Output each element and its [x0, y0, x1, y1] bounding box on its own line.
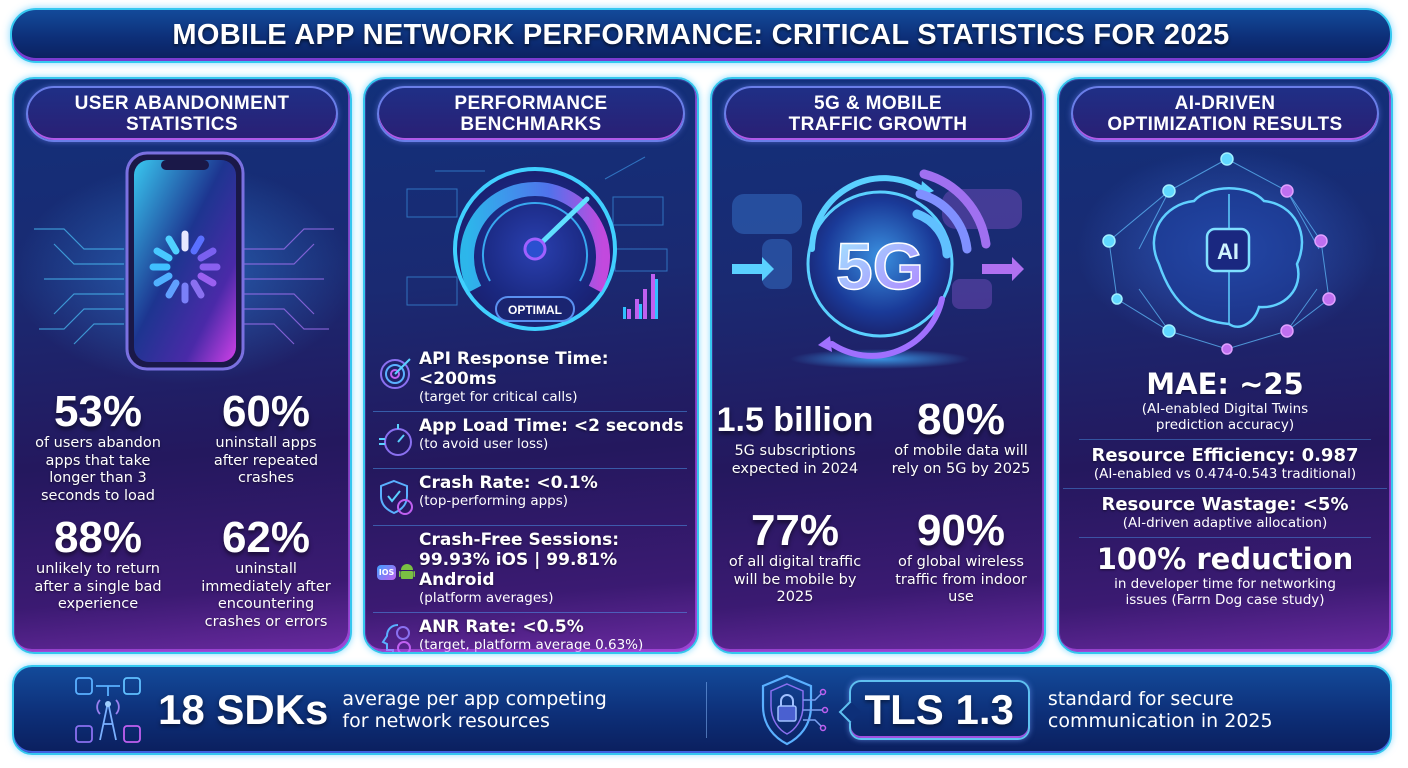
stat-desc: unlikely to return after a single bad ex… [34, 561, 162, 612]
target-icon [373, 351, 419, 395]
svg-text:AI: AI [1217, 239, 1239, 264]
card-5g-traffic-growth: 5G & MOBILE TRAFFIC GROWTH [710, 77, 1046, 654]
globe-5g-icon: 5G [732, 169, 1024, 369]
banner-tls: TLS 1.3 standard for secure communicatio… [707, 667, 1391, 753]
stat-desc: of global wireless traffic from indoor u… [895, 554, 1027, 605]
stat-value: 53% [53, 387, 143, 436]
speedometer-icon: OPTIMAL [406, 156, 668, 331]
ai-result-item: 100% reduction in developer time for net… [1079, 538, 1371, 614]
ai-result-item: Resource Efficiency: 0.987 (AI-enabled v… [1063, 440, 1387, 489]
benchmark-title: App Load Time: <2 seconds [419, 416, 684, 436]
speedometer-illustration: OPTIMAL [365, 149, 697, 343]
benchmark-note: (target, platform average 0.63%) [419, 637, 644, 653]
stat-value: 60% [221, 387, 311, 436]
stat-desc: of users abandon apps that take longer t… [35, 435, 161, 504]
ai-result-item: MAE: ~25 (AI-enabled Digital Twins predi… [1079, 363, 1371, 440]
ai-brain-icon: AI [1077, 149, 1377, 355]
stat-item: 90% of global wireless traffic from indo… [878, 508, 1044, 607]
ai-result-title: 100% reduction [1096, 542, 1354, 576]
card-title: PERFORMANCE BENCHMARKS [454, 93, 608, 135]
card-title: AI-DRIVEN OPTIMIZATION RESULTS [1107, 93, 1343, 135]
stat-desc: 5G subscriptions expected in 2024 [731, 443, 859, 477]
shield-check-icon [373, 475, 419, 519]
ios-badge: IOS [376, 564, 397, 580]
stat-item: 80% of mobile data will rely on 5G by 20… [878, 397, 1044, 478]
ios-android-icon: IOS [373, 550, 419, 594]
svg-text:OPTIMAL: OPTIMAL [508, 303, 562, 317]
ai-result-note: (AI-enabled vs 0.474-0.543 traditional) [1093, 466, 1357, 482]
sdk-count: 18 SDKs [158, 686, 329, 733]
5g-stats: 1.5 billion 5G subscriptions expected in… [712, 397, 1044, 607]
benchmark-item: Crash Rate: <0.1% (top-performing apps) [373, 469, 687, 526]
banner-divider [705, 682, 707, 738]
page-title-bar: MOBILE APP NETWORK PERFORMANCE: CRITICAL… [10, 8, 1392, 63]
card-header: USER ABANDONMENT STATISTICS [26, 86, 338, 142]
ai-result-note: (AI-enabled Digital Twins prediction acc… [1141, 401, 1309, 433]
ai-result-title: MAE: ~25 [1146, 367, 1304, 401]
ai-result-title: Resource Efficiency: 0.987 [1091, 445, 1359, 466]
stat-desc: of mobile data will rely on 5G by 2025 [891, 443, 1031, 477]
stat-item: 1.5 billion 5G subscriptions expected in… [712, 397, 878, 478]
benchmark-list: API Response Time: <200ms (target for cr… [373, 345, 687, 653]
stopwatch-icon [373, 418, 419, 462]
page-title: MOBILE APP NETWORK PERFORMANCE: CRITICAL… [172, 19, 1230, 51]
benchmark-note: (top-performing apps) [419, 493, 569, 509]
ai-result-item: Resource Wastage: <5% (AI-driven adaptiv… [1079, 489, 1371, 538]
sdk-network-tower-icon [75, 677, 141, 743]
5g-globe-illustration: 5G [712, 149, 1044, 383]
stat-value: 88% [53, 513, 143, 562]
card-performance-benchmarks: PERFORMANCE BENCHMARKS [363, 77, 699, 654]
shield-lock-icon [761, 674, 828, 746]
stat-value: 80% [916, 395, 1006, 444]
stat-desc: uninstall apps after repeated crashes [213, 435, 319, 486]
card-title: 5G & MOBILE TRAFFIC GROWTH [788, 93, 968, 135]
stat-value: 77% [750, 506, 840, 555]
ai-result-title: Resource Wastage: <5% [1101, 494, 1349, 515]
benchmark-item: App Load Time: <2 seconds (to avoid user… [373, 412, 687, 469]
banner-sdks: 18 SDKs average per app competing for ne… [14, 667, 706, 753]
benchmark-item: IOS Crash-Free Sessions: 99.93% iOS | 99… [373, 526, 687, 613]
benchmark-title: API Response Time: <200ms [419, 349, 609, 389]
ai-result-note: (AI-driven adaptive allocation) [1122, 515, 1328, 531]
abandonment-stats: 53% of users abandon apps that take long… [14, 389, 350, 631]
bottom-banner: 18 SDKs average per app competing for ne… [12, 665, 1392, 755]
ai-brain-illustration: AI [1059, 149, 1391, 363]
card-user-abandonment: USER ABANDONMENT STATISTICS [12, 77, 352, 654]
stat-desc: uninstall immediately after encountering… [201, 561, 331, 630]
benchmark-item: API Response Time: <200ms (target for cr… [373, 345, 687, 412]
ai-result-note: in developer time for networking issues … [1114, 576, 1336, 608]
benchmark-note: (platform averages) [419, 590, 554, 606]
android-icon [399, 564, 416, 579]
stat-value: 62% [221, 513, 311, 562]
stat-desc: of all digital traffic will be mobile by… [728, 554, 862, 605]
tls-version: TLS 1.3 [864, 686, 1014, 733]
tls-badge: TLS 1.3 [848, 680, 1030, 740]
benchmark-title: ANR Rate: <0.5% [419, 617, 584, 637]
card-header: PERFORMANCE BENCHMARKS [377, 86, 685, 142]
card-ai-optimization: AI-DRIVEN OPTIMIZATION RESULTS [1057, 77, 1393, 654]
head-gears-icon [373, 619, 419, 652]
stat-value: 1.5 billion [716, 401, 874, 439]
stat-item: 77% of all digital traffic will be mobil… [712, 508, 878, 607]
stat-item: 60% uninstall apps after repeated crashe… [182, 389, 350, 505]
benchmark-title: Crash Rate: <0.1% [419, 473, 598, 493]
stat-value: 90% [916, 506, 1006, 555]
benchmark-item: ANR Rate: <0.5% (target, platform averag… [373, 613, 687, 653]
card-title: USER ABANDONMENT STATISTICS [74, 93, 290, 135]
card-header: 5G & MOBILE TRAFFIC GROWTH [724, 86, 1032, 142]
stat-item: 88% unlikely to return after a single ba… [14, 515, 182, 631]
sdk-desc: average per app competing for network re… [342, 688, 607, 732]
smartphone-icon [14, 151, 350, 384]
benchmark-note: (to avoid user loss) [419, 436, 549, 452]
ai-results: MAE: ~25 (AI-enabled Digital Twins predi… [1059, 363, 1391, 614]
svg-text:5G: 5G [836, 229, 924, 303]
stat-item: 53% of users abandon apps that take long… [14, 389, 182, 505]
card-header: AI-DRIVEN OPTIMIZATION RESULTS [1071, 86, 1379, 142]
benchmark-note: (target for critical calls) [419, 389, 578, 405]
tls-desc: standard for secure communication in 202… [1047, 688, 1273, 732]
benchmark-title: Crash-Free Sessions: 99.93% iOS | 99.81%… [419, 530, 620, 590]
stat-item: 62% uninstall immediately after encounte… [182, 515, 350, 631]
smartphone-loading-illustration [14, 149, 350, 393]
